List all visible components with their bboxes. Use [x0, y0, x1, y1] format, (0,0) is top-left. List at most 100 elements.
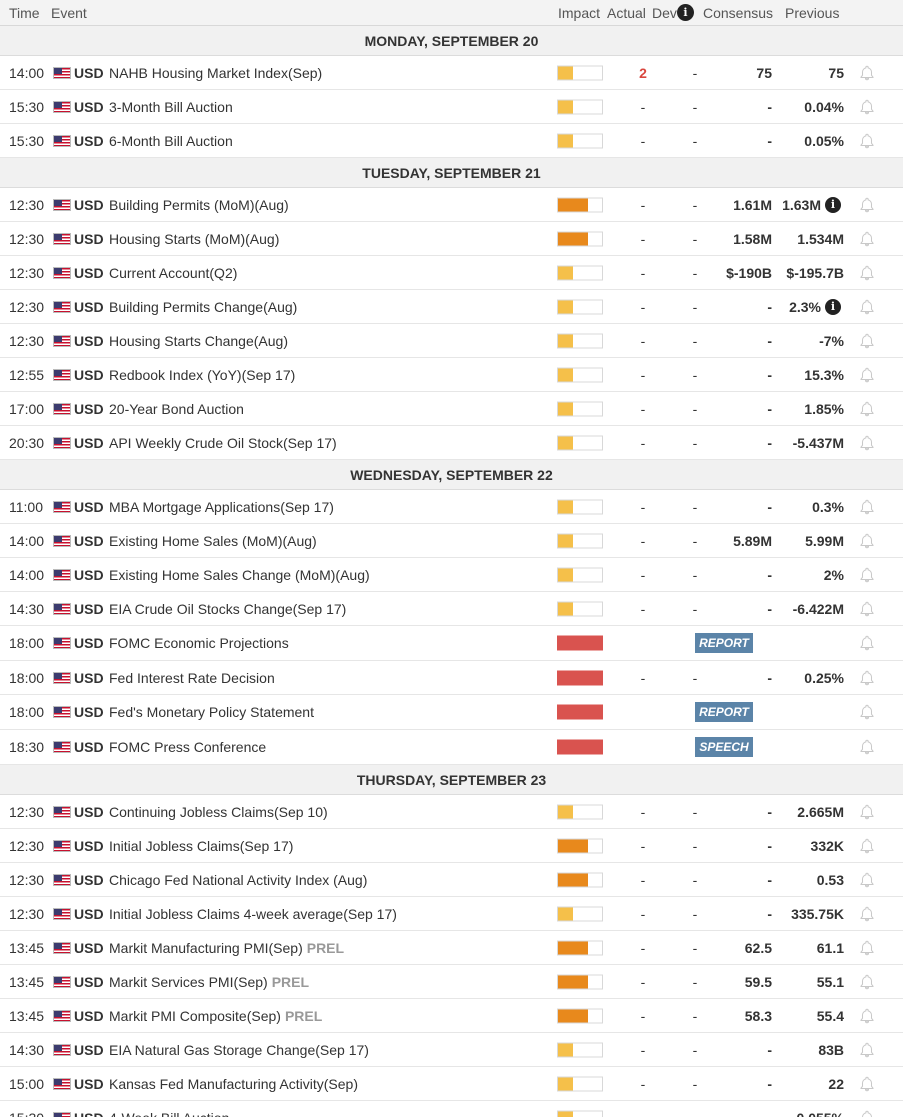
bell-icon[interactable] — [858, 566, 876, 584]
event-name[interactable]: Markit PMI Composite(Sep) PREL — [109, 1008, 322, 1024]
bell-icon[interactable] — [858, 230, 876, 248]
table-row[interactable]: 18:30 USD FOMC Press Conference SPEECH — [0, 730, 903, 765]
bell-icon[interactable] — [858, 871, 876, 889]
table-row[interactable]: 14:00 USD Existing Home Sales (MoM)(Aug) - -… — [0, 524, 903, 558]
table-row[interactable]: 18:00 USD Fed's Monetary Policy Statement R… — [0, 695, 903, 730]
table-row[interactable]: 13:45 USD Markit PMI Composite(Sep) PREL - - 5… — [0, 999, 903, 1033]
bell-icon[interactable] — [858, 803, 876, 821]
bell-icon[interactable] — [858, 973, 876, 991]
bell-icon[interactable] — [858, 1109, 876, 1117]
event-name[interactable]: NAHB Housing Market Index(Sep) — [109, 65, 322, 81]
event-name[interactable]: FOMC Economic Projections — [109, 635, 289, 651]
table-row[interactable]: 15:30 USD 4-Week Bill Auction - - - 0.055% — [0, 1101, 903, 1117]
table-row[interactable]: 12:30 USD Initial Jobless Claims 4-week av… — [0, 897, 903, 931]
info-icon[interactable]: i — [677, 4, 694, 21]
event-name[interactable]: Chicago Fed National Activity Index (Aug… — [109, 872, 367, 888]
bell-icon[interactable] — [858, 939, 876, 957]
table-row[interactable]: 12:30 USD Current Account(Q2) - - $-190B $-195… — [0, 256, 903, 290]
header-impact[interactable]: Impact — [558, 5, 601, 21]
event-name[interactable]: 6-Month Bill Auction — [109, 133, 233, 149]
bell-icon[interactable] — [858, 669, 876, 687]
bell-icon[interactable] — [858, 634, 876, 652]
table-row[interactable]: 14:00 USD NAHB Housing Market Index(Sep) 2 -… — [0, 56, 903, 90]
event-name[interactable]: 4-Week Bill Auction — [109, 1110, 229, 1117]
bell-icon[interactable] — [858, 98, 876, 116]
bell-icon[interactable] — [858, 905, 876, 923]
table-row[interactable]: 12:30 USD Initial Jobless Claims(Sep 17) - -… — [0, 829, 903, 863]
table-row[interactable]: 14:00 USD Existing Home Sales Change (MoM)… — [0, 558, 903, 592]
event-name[interactable]: Kansas Fed Manufacturing Activity(Sep) — [109, 1076, 358, 1092]
header-actual[interactable]: Actual — [607, 5, 646, 21]
table-row[interactable]: 12:30 USD Housing Starts Change(Aug) - - - -7% — [0, 324, 903, 358]
header-dev[interactable]: Dev — [652, 5, 677, 21]
bell-icon[interactable] — [858, 434, 876, 452]
event-name[interactable]: Markit Manufacturing PMI(Sep) PREL — [109, 940, 344, 956]
table-row[interactable]: 15:30 USD 3-Month Bill Auction - - - 0.04% — [0, 90, 903, 124]
event-name[interactable]: Existing Home Sales (MoM)(Aug) — [109, 533, 317, 549]
table-row[interactable]: 14:30 USD EIA Natural Gas Storage Change(S… — [0, 1033, 903, 1067]
header-previous[interactable]: Previous — [785, 5, 840, 21]
table-row[interactable]: 17:00 USD 20-Year Bond Auction - - - 1.85% — [0, 392, 903, 426]
event-name[interactable]: Redbook Index (YoY)(Sep 17) — [109, 367, 295, 383]
bell-icon[interactable] — [858, 498, 876, 516]
event-name[interactable]: Fed Interest Rate Decision — [109, 670, 275, 686]
bell-icon[interactable] — [858, 132, 876, 150]
bell-icon[interactable] — [858, 837, 876, 855]
bell-icon[interactable] — [858, 532, 876, 550]
event-name[interactable]: MBA Mortgage Applications(Sep 17) — [109, 499, 334, 515]
event-name[interactable]: API Weekly Crude Oil Stock(Sep 17) — [109, 435, 337, 451]
bell-icon[interactable] — [858, 1075, 876, 1093]
table-row[interactable]: 12:30 USD Building Permits (MoM)(Aug) - - 1.6… — [0, 188, 903, 222]
table-row[interactable]: 11:00 USD MBA Mortgage Applications(Sep 17… — [0, 490, 903, 524]
info-icon[interactable]: i — [825, 196, 841, 213]
event-name[interactable]: Building Permits Change(Aug) — [109, 299, 297, 315]
event-name[interactable]: Housing Starts Change(Aug) — [109, 333, 288, 349]
event-name[interactable]: 3-Month Bill Auction — [109, 99, 233, 115]
event-name[interactable]: Housing Starts (MoM)(Aug) — [109, 231, 279, 247]
bell-icon[interactable] — [858, 703, 876, 721]
bell-icon[interactable] — [858, 738, 876, 756]
event-name[interactable]: Current Account(Q2) — [109, 265, 237, 281]
header-event[interactable]: Event — [51, 5, 87, 21]
table-row[interactable]: 15:00 USD Kansas Fed Manufacturing Activit… — [0, 1067, 903, 1101]
table-row[interactable]: 13:45 USD Markit Manufacturing PMI(Sep) PRE… — [0, 931, 903, 965]
table-row[interactable]: 15:30 USD 6-Month Bill Auction - - - 0.05% — [0, 124, 903, 158]
bell-icon[interactable] — [858, 400, 876, 418]
table-row[interactable]: 20:30 USD API Weekly Crude Oil Stock(Sep 1… — [0, 426, 903, 460]
info-icon[interactable]: i — [825, 298, 841, 315]
event-badge[interactable]: SPEECH — [695, 737, 753, 757]
header-time[interactable]: Time — [9, 5, 40, 21]
event-name[interactable]: 20-Year Bond Auction — [109, 401, 244, 417]
event-name[interactable]: Markit Services PMI(Sep) PREL — [109, 974, 309, 990]
bell-icon[interactable] — [858, 64, 876, 82]
bell-icon[interactable] — [858, 1007, 876, 1025]
event-badge[interactable]: REPORT — [695, 702, 753, 722]
event-name[interactable]: EIA Crude Oil Stocks Change(Sep 17) — [109, 601, 346, 617]
event-name[interactable]: EIA Natural Gas Storage Change(Sep 17) — [109, 1042, 369, 1058]
event-badge[interactable]: REPORT — [695, 633, 753, 653]
event-name[interactable]: Continuing Jobless Claims(Sep 10) — [109, 804, 328, 820]
event-name[interactable]: FOMC Press Conference — [109, 739, 266, 755]
table-row[interactable]: 12:55 USD Redbook Index (YoY)(Sep 17) - - - 15… — [0, 358, 903, 392]
bell-icon[interactable] — [858, 366, 876, 384]
event-name[interactable]: Existing Home Sales Change (MoM)(Aug) — [109, 567, 370, 583]
event-name[interactable]: Initial Jobless Claims 4-week average(Se… — [109, 906, 397, 922]
bell-icon[interactable] — [858, 332, 876, 350]
table-row[interactable]: 12:30 USD Housing Starts (MoM)(Aug) - - 1.58M… — [0, 222, 903, 256]
bell-icon[interactable] — [858, 298, 876, 316]
table-row[interactable]: 13:45 USD Markit Services PMI(Sep) PREL - - 59… — [0, 965, 903, 999]
table-row[interactable]: 14:30 USD EIA Crude Oil Stocks Change(Sep … — [0, 592, 903, 626]
event-name[interactable]: Building Permits (MoM)(Aug) — [109, 197, 289, 213]
table-row[interactable]: 12:30 USD Building Permits Change(Aug) - - -2… — [0, 290, 903, 324]
table-row[interactable]: 12:30 USD Continuing Jobless Claims(Sep 10… — [0, 795, 903, 829]
bell-icon[interactable] — [858, 1041, 876, 1059]
bell-icon[interactable] — [858, 196, 876, 214]
event-name[interactable]: Initial Jobless Claims(Sep 17) — [109, 838, 293, 854]
table-row[interactable]: 18:00 USD FOMC Economic Projections REPORT — [0, 626, 903, 661]
bell-icon[interactable] — [858, 264, 876, 282]
event-name[interactable]: Fed's Monetary Policy Statement — [109, 704, 314, 720]
table-row[interactable]: 18:00 USD Fed Interest Rate Decision - - - 0.2… — [0, 661, 903, 695]
header-consensus[interactable]: Consensus — [703, 5, 774, 21]
bell-icon[interactable] — [858, 600, 876, 618]
table-row[interactable]: 12:30 USD Chicago Fed National Activity In… — [0, 863, 903, 897]
